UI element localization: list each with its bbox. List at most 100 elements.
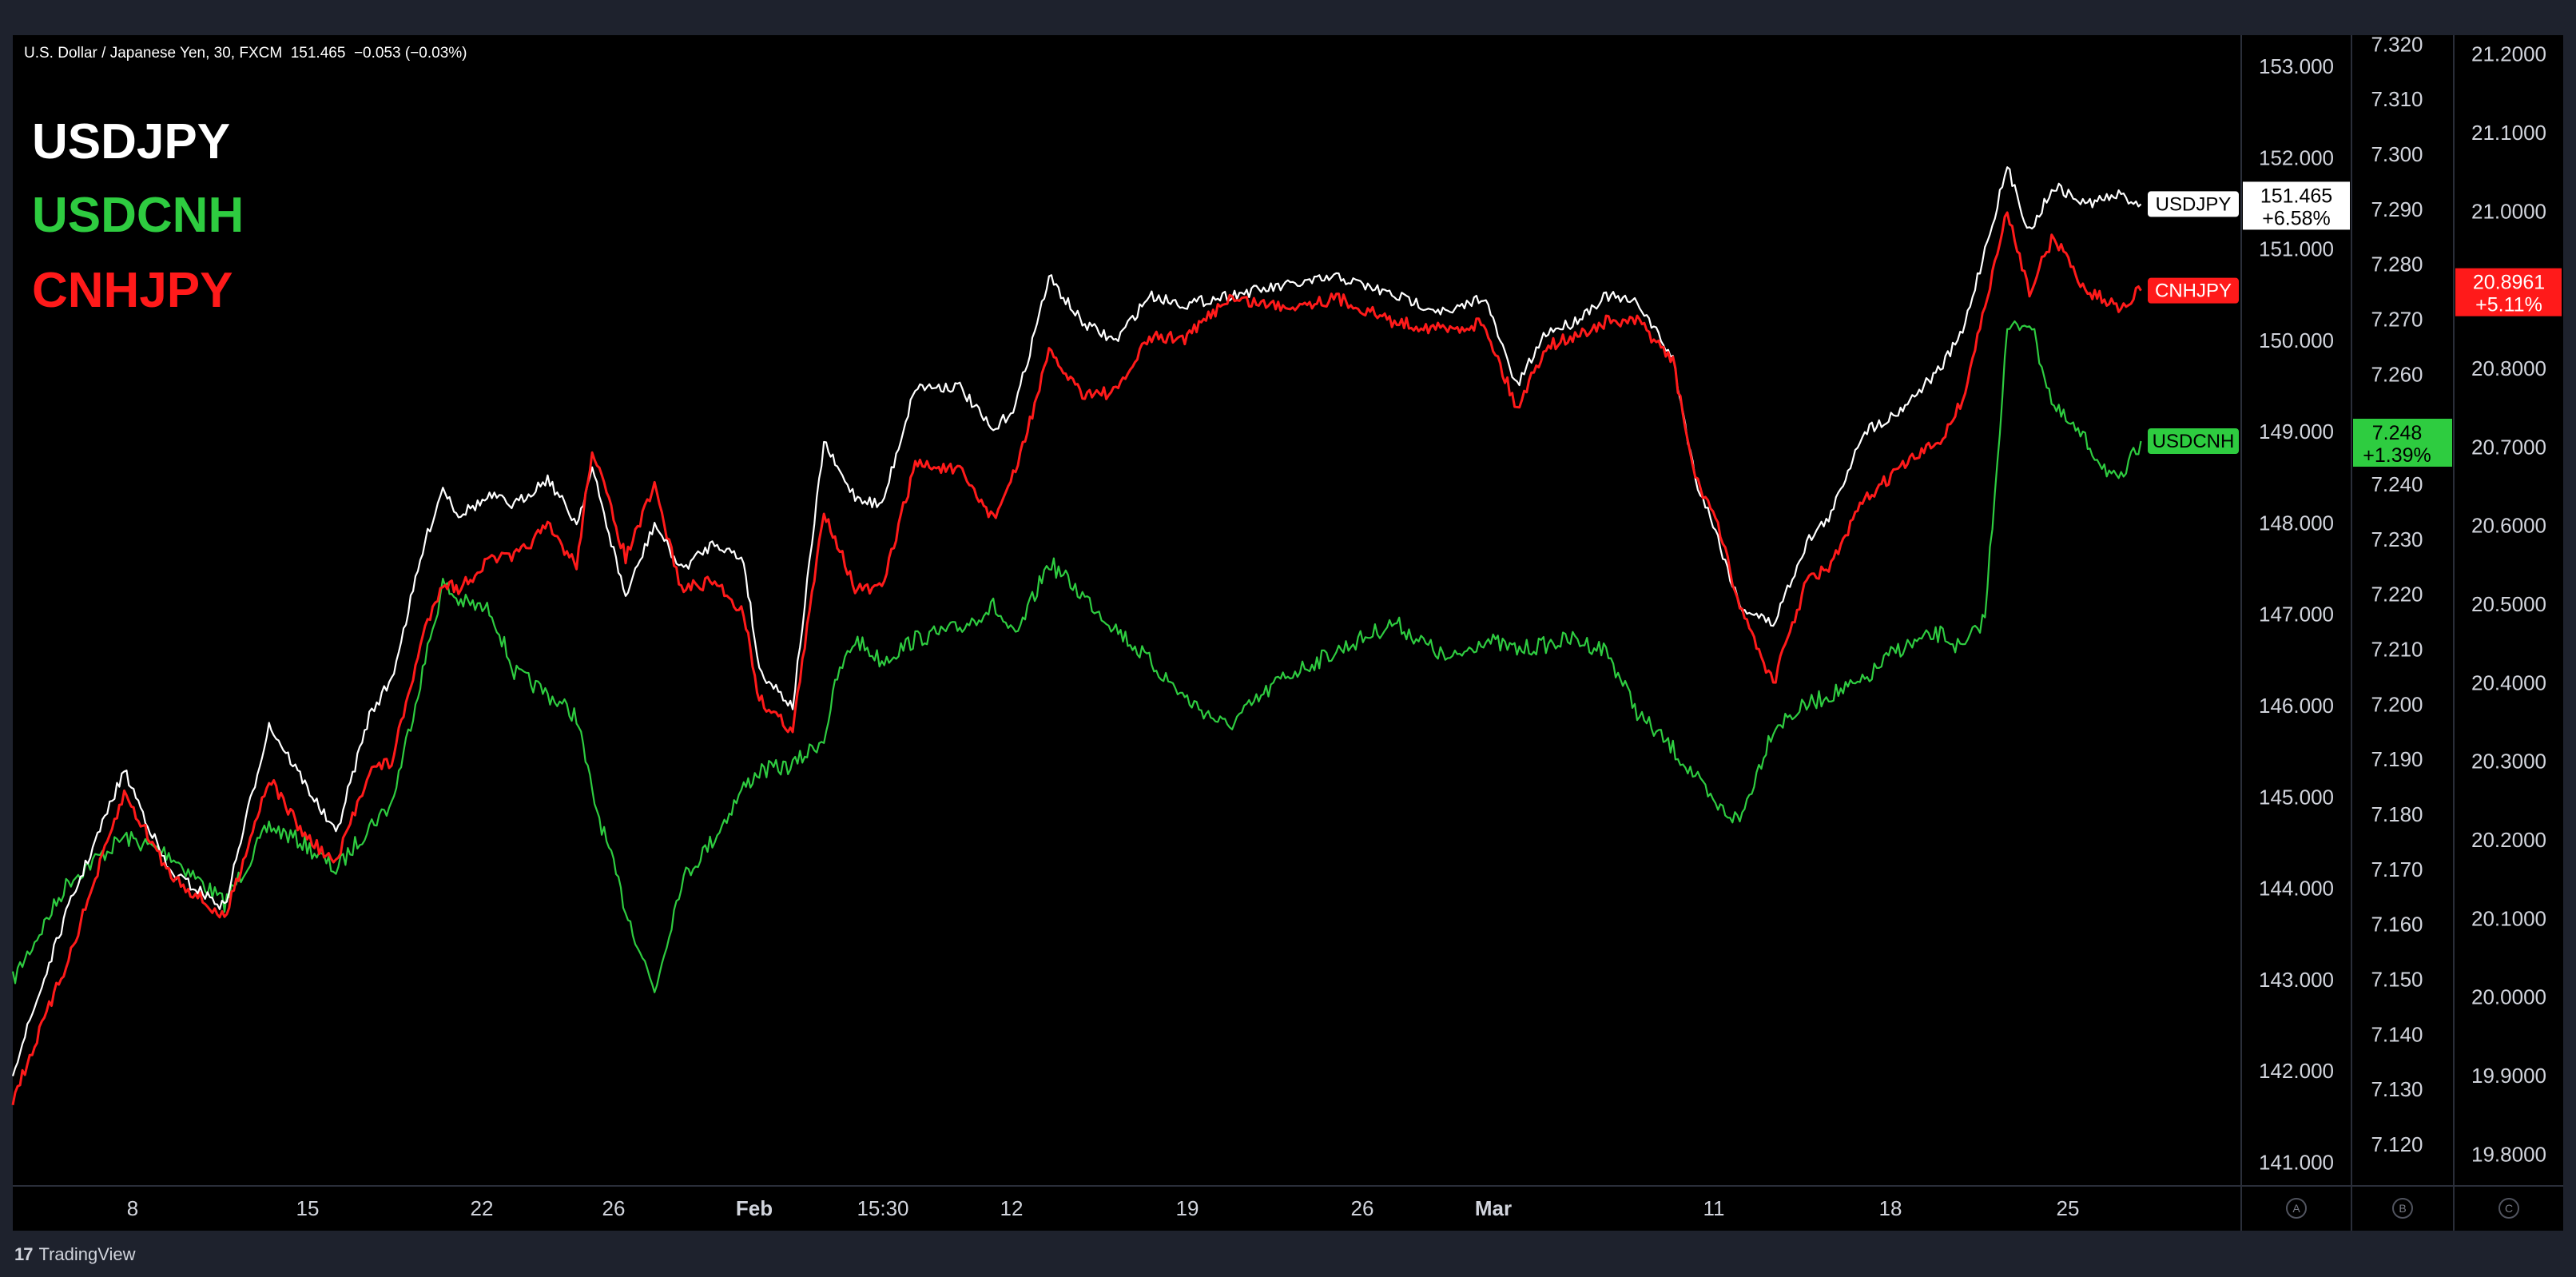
price-axis-c: 21.200021.100021.000020.900020.800020.70… — [2471, 42, 2546, 1167]
price-box-cnhjpy: 20.8961+5.11% — [2455, 268, 2562, 316]
series-lines — [11, 166, 2142, 1106]
time-axis-label: 19 — [1176, 1196, 1199, 1220]
price-box-usdcnh: 7.248+1.39% — [2353, 418, 2452, 467]
time-axis-label: 25 — [2057, 1196, 2080, 1220]
price-axis-b: 7.3207.3107.3007.2907.2807.2707.2607.250… — [2371, 32, 2423, 1156]
price-axis-label: 151.000 — [2259, 237, 2334, 261]
scale-button-a[interactable]: A — [2286, 1198, 2307, 1219]
price-box-value: 20.8961 — [2473, 272, 2545, 294]
series-label-usdcnh: USDCNH — [2148, 428, 2239, 454]
price-box-value: 151.465 — [2260, 185, 2332, 207]
scale-button-label: C — [2505, 1202, 2513, 1215]
time-axis-label: 26 — [602, 1196, 626, 1220]
price-axis-label: 7.150 — [2371, 968, 2423, 992]
price-axis-label: 20.8000 — [2471, 356, 2546, 380]
price-axis-label: 7.180 — [2371, 802, 2423, 826]
price-axis-label: 150.000 — [2259, 328, 2334, 352]
series-label-text: USDJPY — [2156, 193, 2232, 215]
time-axis-label: 8 — [127, 1196, 138, 1220]
price-box-usdjpy: 151.465+6.58% — [2243, 181, 2350, 230]
scale-button-c[interactable]: C — [2498, 1198, 2519, 1219]
price-axis-label: 7.160 — [2371, 913, 2423, 937]
price-box-bg — [2455, 268, 2562, 316]
price-axis-label: 7.300 — [2371, 142, 2423, 166]
price-axis-label: 20.6000 — [2471, 514, 2546, 538]
price-axis-label: 20.7000 — [2471, 435, 2546, 459]
time-axis-label: 22 — [471, 1196, 494, 1220]
series-label-box — [2148, 428, 2239, 454]
series-line-usdjpy — [11, 166, 2142, 1076]
price-box-change: +5.11% — [2475, 294, 2542, 316]
price-box-value: 7.248 — [2372, 422, 2423, 444]
price-axis-label: 19.9000 — [2471, 1064, 2546, 1088]
price-box-change: +1.39% — [2363, 444, 2431, 467]
price-axis-label: 145.000 — [2259, 785, 2334, 809]
scale-button-b[interactable]: B — [2392, 1198, 2413, 1219]
time-axis-label: 18 — [1879, 1196, 1902, 1220]
legend-usdcnh: USDCNH — [32, 188, 244, 243]
price-axis-label: 7.200 — [2371, 692, 2423, 716]
scale-button-label: A — [2292, 1202, 2300, 1215]
price-axis-label: 7.170 — [2371, 857, 2423, 881]
price-axis-label: 146.000 — [2259, 694, 2334, 718]
time-axis-labels: 8 15 22 26 Feb 15:30 12 19 26 Mar 11 18 25 — [127, 1196, 2080, 1220]
price-axis-label: 149.000 — [2259, 420, 2334, 444]
price-axis-label: 20.3000 — [2471, 750, 2546, 774]
price-axis-label: 152.000 — [2259, 145, 2334, 169]
tradingview-logo-icon: 17 — [14, 1244, 34, 1264]
price-axis-label: 148.000 — [2259, 511, 2334, 535]
price-axis-label: 20.2000 — [2471, 828, 2546, 852]
price-axis-label: 144.000 — [2259, 877, 2334, 901]
series-label-box — [2148, 277, 2239, 304]
time-axis-label: Mar — [1475, 1196, 1512, 1220]
price-axis-label: 141.000 — [2259, 1150, 2334, 1174]
legend-usdjpy: USDJPY — [32, 114, 231, 169]
price-axis-label: 21.1000 — [2471, 121, 2546, 145]
scale-button-label: B — [2399, 1202, 2406, 1215]
price-axis-label: 7.130 — [2371, 1077, 2423, 1101]
time-axis-area — [13, 1186, 2563, 1231]
price-axis-label: 7.210 — [2371, 638, 2423, 662]
price-axis-label: 7.260 — [2371, 362, 2423, 386]
time-axis-label: 15:30 — [857, 1196, 908, 1220]
time-axis-label: 15 — [296, 1196, 320, 1220]
price-axis-label: 19.8000 — [2471, 1142, 2546, 1166]
series-label-usdjpy: USDJPY — [2148, 191, 2239, 217]
price-axis-label: 20.1000 — [2471, 906, 2546, 930]
brand-name: TradingView — [38, 1244, 136, 1264]
price-axis-label: 142.000 — [2259, 1059, 2334, 1083]
price-axis-label: 21.0000 — [2471, 199, 2546, 223]
series-label-box — [2148, 191, 2239, 217]
price-axis-label: 7.270 — [2371, 308, 2423, 332]
price-box-bg — [2353, 418, 2452, 467]
price-axis-label: 7.220 — [2371, 583, 2423, 607]
price-axis-label: 7.190 — [2371, 747, 2423, 771]
time-axis-label: Feb — [736, 1196, 773, 1220]
time-axis-label: 11 — [1703, 1196, 1725, 1220]
time-axis-label: 26 — [1351, 1196, 1374, 1220]
series-label-text: CNHJPY — [2155, 280, 2232, 302]
scale-button-circle — [2498, 1198, 2519, 1219]
price-axis-label: 7.140 — [2371, 1022, 2423, 1046]
series-label-cnhjpy: CNHJPY — [2148, 277, 2239, 304]
price-box-bg — [2243, 181, 2350, 230]
series-line-usdcnh — [11, 320, 2142, 993]
scale-button-circle — [2286, 1198, 2307, 1219]
scale-button-circle — [2392, 1198, 2413, 1219]
symbol-info-line: U.S. Dollar / Japanese Yen, 30, FXCM 151… — [24, 45, 467, 62]
price-axis-label: 7.280 — [2371, 253, 2423, 276]
tradingview-brand[interactable]: 17 TradingView — [14, 1242, 136, 1267]
price-box-change: +6.58% — [2262, 207, 2331, 229]
price-axis-a: 153.000 152.000 151.000 150.000 149.000 148.0… — [2259, 54, 2334, 1174]
price-axis-label: 20.5000 — [2471, 592, 2546, 616]
price-axis-label: 20.4000 — [2471, 670, 2546, 694]
price-axis-label: 7.230 — [2371, 527, 2423, 551]
legend-cnhjpy: CNHJPY — [32, 263, 233, 318]
price-axis-label: 7.120 — [2371, 1132, 2423, 1156]
time-axis-label: 12 — [1000, 1196, 1024, 1220]
price-axis-label: 7.240 — [2371, 472, 2423, 496]
price-axis-label: 21.2000 — [2471, 42, 2546, 66]
price-axis-label: 153.000 — [2259, 54, 2334, 78]
series-label-text: USDCNH — [2153, 431, 2235, 452]
